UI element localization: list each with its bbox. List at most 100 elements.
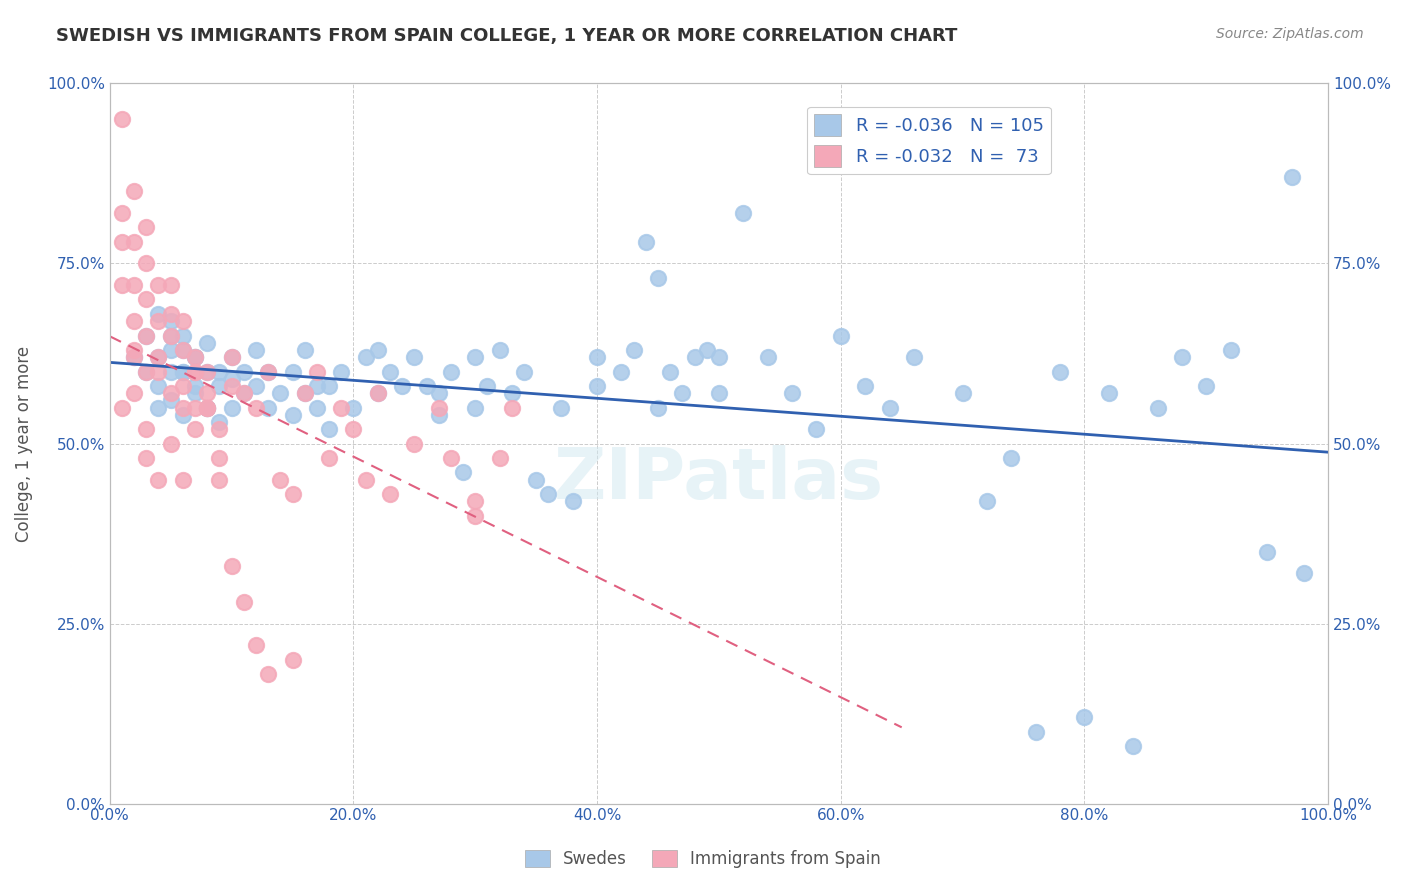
Point — [257, 364, 280, 378]
Point — [122, 350, 145, 364]
Point — [172, 408, 194, 422]
Point — [159, 393, 181, 408]
Point — [159, 278, 181, 293]
Point — [1171, 350, 1194, 364]
Point — [148, 364, 170, 378]
Point — [172, 343, 194, 357]
Point — [501, 386, 523, 401]
Point — [1281, 170, 1303, 185]
Point — [404, 350, 426, 364]
Point — [122, 343, 145, 357]
Point — [122, 235, 145, 249]
Point — [367, 386, 389, 401]
Point — [221, 350, 243, 364]
Point — [172, 401, 194, 415]
Point — [756, 350, 779, 364]
Point — [294, 386, 316, 401]
Point — [404, 436, 426, 450]
Point — [427, 386, 450, 401]
Point — [707, 386, 730, 401]
Point — [257, 401, 280, 415]
Point — [172, 473, 194, 487]
Point — [232, 386, 254, 401]
Point — [707, 350, 730, 364]
Point — [184, 379, 207, 393]
Point — [159, 436, 181, 450]
Point — [208, 415, 231, 429]
Point — [148, 401, 170, 415]
Point — [513, 364, 536, 378]
Point — [159, 364, 181, 378]
Point — [208, 379, 231, 393]
Point — [1000, 450, 1022, 465]
Point — [647, 401, 669, 415]
Point — [294, 343, 316, 357]
Point — [1025, 724, 1047, 739]
Point — [440, 450, 463, 465]
Point — [221, 379, 243, 393]
Point — [671, 386, 693, 401]
Point — [148, 473, 170, 487]
Point — [195, 364, 218, 378]
Point — [440, 364, 463, 378]
Point — [1122, 739, 1144, 753]
Point — [122, 314, 145, 328]
Point — [1292, 566, 1315, 581]
Point — [135, 293, 157, 307]
Point — [647, 271, 669, 285]
Point — [733, 206, 755, 220]
Point — [184, 350, 207, 364]
Point — [184, 401, 207, 415]
Point — [148, 350, 170, 364]
Point — [561, 494, 583, 508]
Point — [318, 379, 340, 393]
Point — [148, 307, 170, 321]
Point — [208, 450, 231, 465]
Point — [330, 364, 353, 378]
Point — [172, 379, 194, 393]
Point — [172, 343, 194, 357]
Point — [184, 386, 207, 401]
Point — [367, 343, 389, 357]
Point — [159, 343, 181, 357]
Point — [148, 278, 170, 293]
Point — [378, 487, 401, 501]
Point — [683, 350, 706, 364]
Point — [269, 473, 291, 487]
Point — [195, 401, 218, 415]
Point — [294, 386, 316, 401]
Point — [135, 256, 157, 270]
Point — [451, 466, 474, 480]
Point — [610, 364, 633, 378]
Point — [342, 422, 364, 436]
Point — [696, 343, 718, 357]
Point — [318, 422, 340, 436]
Point — [269, 386, 291, 401]
Point — [391, 379, 413, 393]
Point — [1146, 401, 1168, 415]
Point — [195, 401, 218, 415]
Point — [195, 401, 218, 415]
Point — [148, 350, 170, 364]
Point — [879, 401, 901, 415]
Y-axis label: College, 1 year or more: College, 1 year or more — [15, 345, 32, 541]
Point — [464, 350, 486, 364]
Point — [111, 206, 134, 220]
Point — [586, 379, 609, 393]
Point — [245, 343, 267, 357]
Point — [281, 487, 304, 501]
Point — [111, 235, 134, 249]
Point — [122, 278, 145, 293]
Point — [903, 350, 925, 364]
Point — [488, 450, 510, 465]
Point — [184, 364, 207, 378]
Point — [122, 386, 145, 401]
Point — [245, 638, 267, 652]
Point — [586, 350, 609, 364]
Point — [148, 379, 170, 393]
Point — [195, 335, 218, 350]
Point — [135, 364, 157, 378]
Point — [221, 350, 243, 364]
Point — [1195, 379, 1218, 393]
Point — [172, 364, 194, 378]
